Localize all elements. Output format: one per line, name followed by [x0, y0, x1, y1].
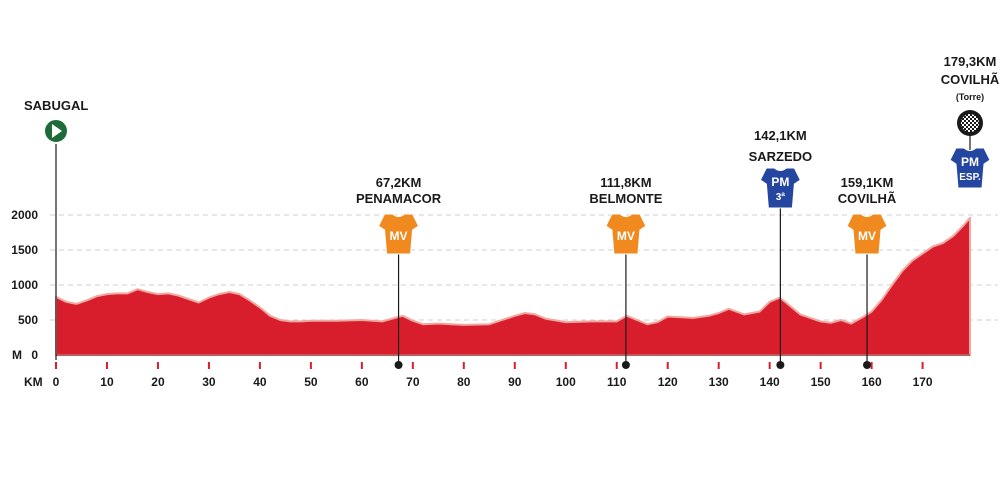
- y-tick-label: 0: [31, 348, 38, 362]
- jersey-sublabel: ESP.: [959, 172, 981, 183]
- checkered-flag-icon: [961, 114, 979, 132]
- x-tick-label: 100: [556, 375, 576, 389]
- x-tick-label: 140: [760, 375, 780, 389]
- x-tick-label: 80: [457, 375, 471, 389]
- finish-note: (Torre): [956, 92, 984, 102]
- x-tick-label: 120: [658, 375, 678, 389]
- axes: M KM 0 500 1000 1500 2000 0 10 20 30 40 50 60 70 80 90…: [11, 208, 933, 389]
- y-tick-label: 1000: [11, 278, 38, 292]
- elevation-area-layer: [55, 216, 971, 356]
- play-icon: [52, 124, 62, 138]
- waypoint-km: 142,1KM: [754, 128, 807, 143]
- y-tick-label: 2000: [11, 208, 38, 222]
- elevation-profile-area: [55, 216, 971, 356]
- waypoint-dot: [776, 361, 785, 369]
- jersey-icon: [949, 147, 991, 189]
- waypoint-km: 159,1KM: [841, 175, 894, 190]
- mountain-jersey-finish: PM ESP.: [949, 147, 991, 189]
- x-tick-label: 160: [862, 375, 882, 389]
- x-tick-label: 40: [253, 375, 267, 389]
- jersey-icon: [759, 167, 802, 209]
- jersey-icon: [377, 213, 420, 255]
- x-tick-label: 110: [607, 375, 627, 389]
- x-tick-label: 50: [304, 375, 318, 389]
- x-tick-label: 90: [508, 375, 522, 389]
- x-tick-label: 70: [406, 375, 420, 389]
- waypoint-name: BELMONTE: [589, 191, 662, 206]
- jersey-icon: [605, 213, 647, 255]
- finish-name: COVILHÃ: [941, 72, 1000, 87]
- jersey-sublabel: 3ª: [776, 192, 786, 203]
- y-axis-unit-label: M: [12, 348, 22, 362]
- x-tick-label: 150: [811, 375, 831, 389]
- waypoint-name: PENAMACOR: [356, 191, 442, 206]
- x-tick-label: 130: [709, 375, 729, 389]
- jersey-label: PM: [771, 175, 789, 189]
- waypoint-km: 67,2KM: [376, 175, 422, 190]
- jersey-icon: [846, 213, 888, 255]
- x-tick-label: 0: [53, 375, 60, 389]
- x-tick-label: 20: [151, 375, 165, 389]
- mountain-jersey: PM 3ª: [759, 167, 802, 209]
- jersey-label: MV: [390, 229, 408, 243]
- waypoint-name: SARZEDO: [749, 149, 813, 164]
- x-tick-label: 10: [100, 375, 114, 389]
- jersey-label: PM: [961, 155, 979, 169]
- waypoint-dot: [863, 361, 872, 369]
- sprint-jersey: MV: [377, 213, 420, 255]
- y-tick-label: 1500: [11, 243, 38, 257]
- finish-km: 179,3KM: [944, 54, 997, 69]
- sprint-jersey: MV: [605, 213, 647, 255]
- sprint-jersey: MV: [846, 213, 888, 255]
- x-tick-label: 60: [355, 375, 369, 389]
- start-name: SABUGAL: [24, 98, 88, 113]
- waypoint-dot: [621, 361, 630, 369]
- x-axis-unit-label: KM: [24, 375, 43, 389]
- x-tick-label: 30: [202, 375, 216, 389]
- waypoint-km: 111,8KM: [600, 175, 651, 190]
- waypoint-dot: [394, 361, 403, 369]
- y-tick-label: 500: [18, 313, 38, 327]
- jersey-label: MV: [617, 229, 635, 243]
- x-tick-label: 170: [913, 375, 933, 389]
- jersey-label: MV: [858, 229, 876, 243]
- waypoint-name: COVILHÃ: [838, 191, 897, 206]
